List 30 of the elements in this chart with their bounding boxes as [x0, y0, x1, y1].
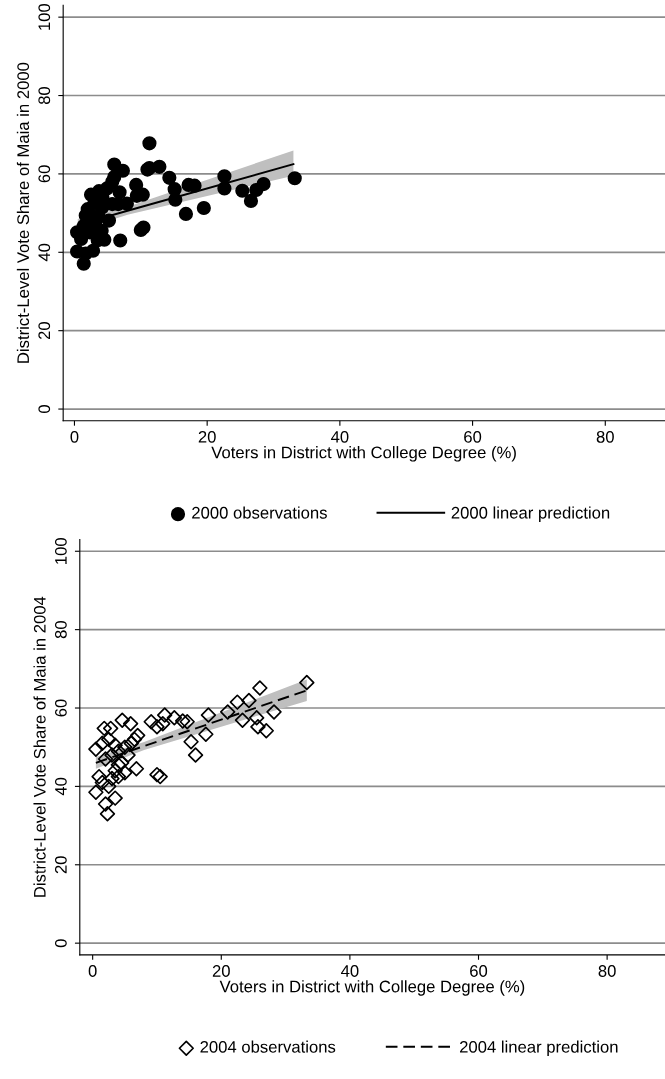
- x-tick-label: 40: [341, 965, 359, 977]
- x-axis-title: Voters in District with College Degree (%): [211, 446, 516, 462]
- y-tick-label: 20: [38, 322, 51, 340]
- legend-label: 2004 linear prediction: [459, 1040, 618, 1057]
- y-tick-label: 0: [54, 939, 67, 948]
- y-tick-label: 80: [54, 621, 67, 639]
- x-tick-label: 60: [464, 430, 482, 443]
- y-tick-label: 0: [38, 405, 51, 414]
- x-axis-title: Voters in District with College Degree (%): [219, 980, 525, 996]
- y-tick-label: 60: [54, 699, 67, 717]
- x-tick-label: 60: [470, 965, 488, 977]
- x-tick-label: 40: [330, 430, 349, 443]
- y-axis-title: District-Level Vote Share of Maia in 2000: [16, 62, 30, 363]
- y-tick-label: 100: [38, 3, 51, 30]
- x-tick-label: 0: [70, 430, 79, 443]
- y-tick-label: 60: [38, 165, 51, 183]
- y-tick-label: 20: [54, 856, 67, 874]
- legend-label: 2004 observations: [200, 1040, 336, 1053]
- y-tick-label: 40: [38, 243, 51, 262]
- x-tick-label: 0: [88, 965, 97, 977]
- x-tick-label: 20: [212, 965, 230, 977]
- legend-label: 2000 observations: [192, 506, 327, 519]
- legend-label: 2000 linear prediction: [451, 506, 610, 522]
- y-tick-label: 80: [38, 86, 51, 105]
- y-tick-label: 100: [54, 538, 67, 564]
- y-axis-title: District-Level Vote Share of Maia in 2004: [33, 596, 46, 897]
- x-tick-label: 80: [598, 965, 616, 977]
- x-tick-label: 80: [596, 430, 614, 443]
- x-tick-label: 20: [198, 430, 216, 443]
- y-tick-label: 40: [54, 777, 67, 796]
